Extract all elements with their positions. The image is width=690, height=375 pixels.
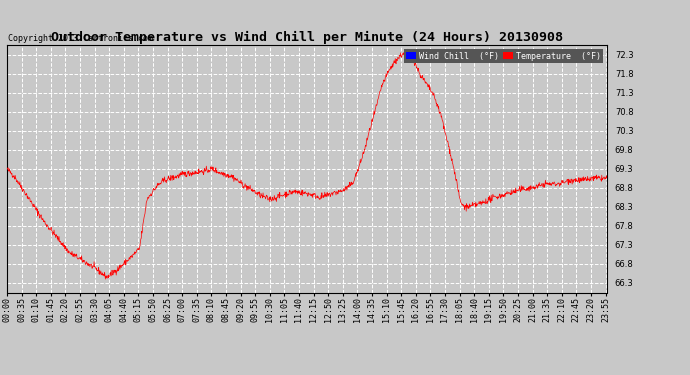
Title: Outdoor Temperature vs Wind Chill per Minute (24 Hours) 20130908: Outdoor Temperature vs Wind Chill per Mi… bbox=[51, 31, 563, 44]
Legend: Wind Chill  (°F), Temperature  (°F): Wind Chill (°F), Temperature (°F) bbox=[404, 49, 603, 63]
Text: Copyright 2013 Cartronics.com: Copyright 2013 Cartronics.com bbox=[8, 33, 152, 42]
